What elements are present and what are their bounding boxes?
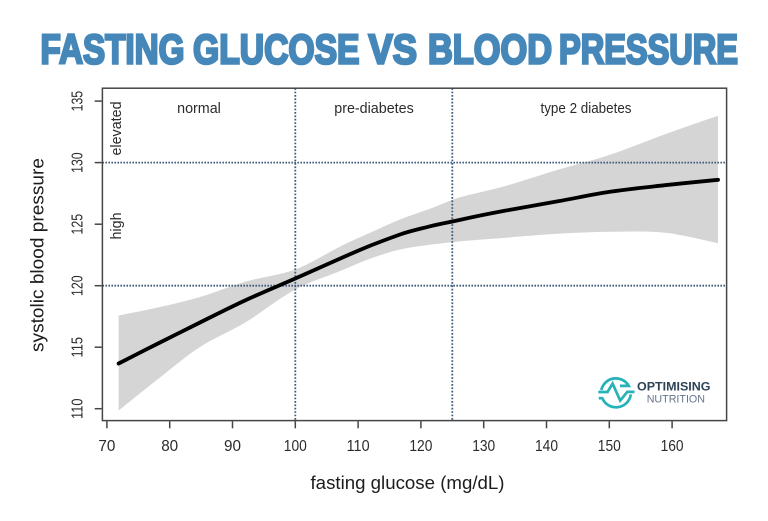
svg-text:pre-diabetes: pre-diabetes [334,101,413,117]
svg-text:80: 80 [161,438,178,455]
svg-text:elevated: elevated [109,101,125,155]
svg-text:125: 125 [70,214,87,235]
svg-text:NUTRITION: NUTRITION [647,394,705,406]
svg-text:FASTING: FASTING [41,26,185,73]
svg-text:140: 140 [535,438,558,455]
svg-text:OPTIMISING: OPTIMISING [637,380,711,393]
svg-text:110: 110 [70,398,87,419]
svg-text:130: 130 [472,438,495,455]
svg-text:normal: normal [177,101,221,117]
svg-text:150: 150 [598,438,621,455]
svg-text:systolic blood pressure: systolic blood pressure [27,158,48,352]
svg-text:120: 120 [409,438,432,455]
svg-text:high: high [109,212,125,239]
svg-text:110: 110 [347,438,370,455]
svg-text:160: 160 [661,438,684,455]
svg-text:115: 115 [70,337,87,358]
svg-text:100: 100 [284,438,307,455]
svg-text:fasting glucose (mg/dL): fasting glucose (mg/dL) [311,472,505,493]
svg-text:type 2 diabetes: type 2 diabetes [541,101,632,117]
svg-text:130: 130 [70,152,87,173]
svg-text:BLOOD: BLOOD [428,26,552,73]
svg-text:GLUCOSE: GLUCOSE [193,26,360,73]
svg-text:120: 120 [70,275,87,296]
svg-text:PRESSURE: PRESSURE [559,26,738,73]
svg-text:VS: VS [369,26,418,73]
svg-text:135: 135 [70,91,87,112]
svg-text:70: 70 [98,438,115,455]
svg-text:90: 90 [224,438,241,455]
